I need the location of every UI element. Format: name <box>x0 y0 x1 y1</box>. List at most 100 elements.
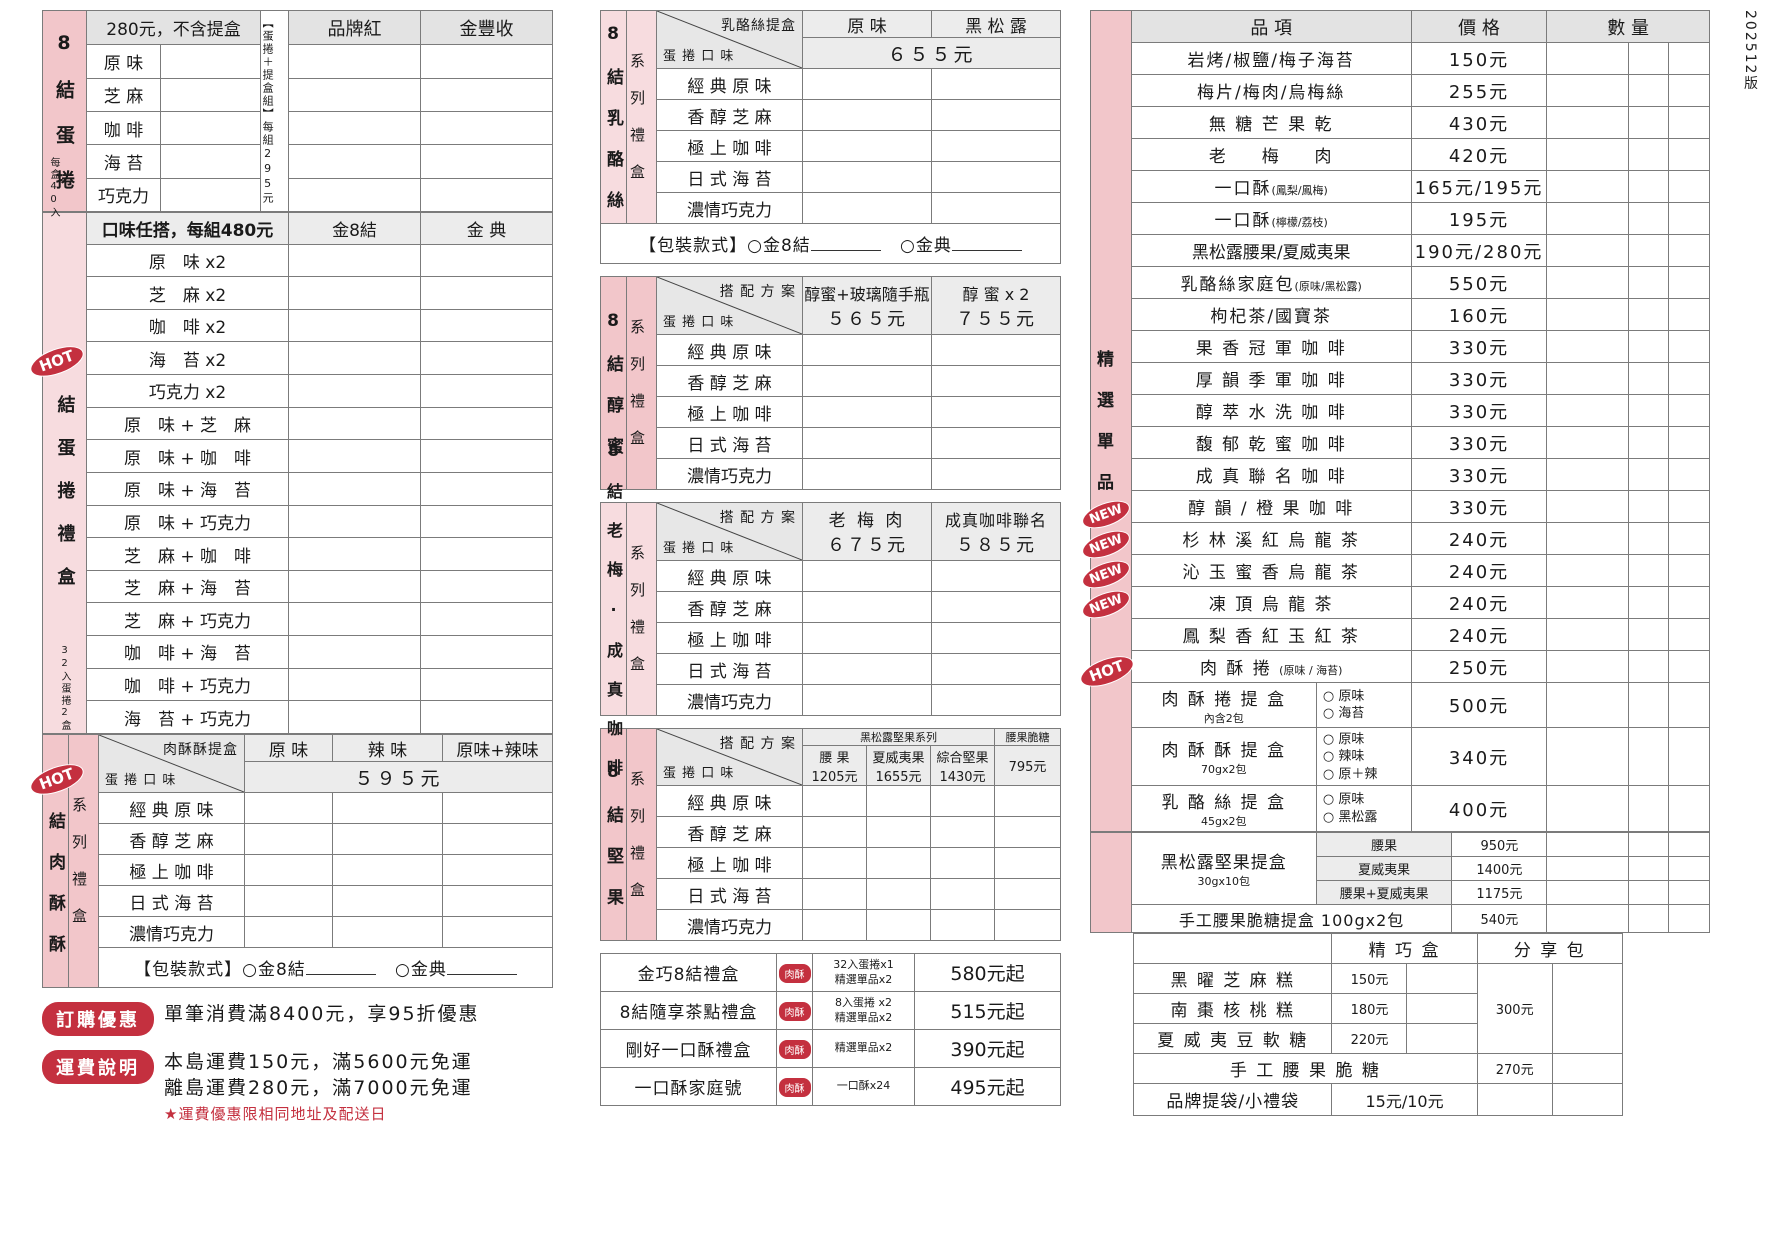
giftbox-qty-b[interactable] <box>420 341 553 376</box>
giftbox-qty-a[interactable] <box>288 700 421 734</box>
honey-qty-a[interactable] <box>802 458 932 490</box>
plum-qty-b[interactable] <box>931 560 1061 592</box>
giftbox-qty-b[interactable] <box>420 439 553 473</box>
nuts-qty-mixed[interactable] <box>930 909 995 941</box>
giftbox-qty-a[interactable] <box>288 471 421 506</box>
eggroll-qty-plain-4[interactable] <box>159 177 262 213</box>
pork-qty-spicy[interactable] <box>332 792 443 824</box>
item-qty2[interactable] <box>1627 618 1670 651</box>
nuts-qty-cashew[interactable] <box>802 878 867 910</box>
cheese-qty-plain[interactable] <box>802 161 932 193</box>
cheese-qty-plain[interactable] <box>802 130 932 162</box>
item-qty2[interactable] <box>1627 458 1670 491</box>
option-1[interactable]: ○ 辣味 <box>1322 749 1365 765</box>
item-qty[interactable] <box>1546 234 1629 267</box>
giftbox-qty-b[interactable] <box>420 276 553 310</box>
pork-package-line[interactable]: 【包裝款式】○金8結 ○金典 <box>98 947 553 988</box>
giftbox-qty-a[interactable] <box>288 537 421 571</box>
honey-qty-b[interactable] <box>931 458 1061 490</box>
item-qty3[interactable] <box>1668 458 1710 491</box>
item-qty[interactable] <box>1546 266 1629 299</box>
item-qty3[interactable] <box>1668 362 1710 395</box>
cake-big-qty-0[interactable] <box>1551 963 1623 1054</box>
giftbox-qty-a[interactable] <box>288 406 421 441</box>
item-qty[interactable] <box>1546 426 1629 459</box>
item-qty3[interactable] <box>1668 234 1710 267</box>
item-qty2[interactable] <box>1627 106 1670 139</box>
candy-qty-b[interactable] <box>1627 904 1670 933</box>
item-qty[interactable] <box>1546 42 1629 75</box>
nutbox-qty-2b[interactable] <box>1627 880 1670 905</box>
nutbox-qty-2[interactable] <box>1546 880 1629 905</box>
item-qty[interactable] <box>1546 74 1629 107</box>
option-2[interactable]: ○ 原＋辣 <box>1322 766 1378 782</box>
item-qty3[interactable] <box>1668 74 1710 107</box>
nutbox-qty-0c[interactable] <box>1668 832 1710 857</box>
giftbox-qty-b[interactable] <box>420 602 553 637</box>
nuts-qty-cashew[interactable] <box>802 816 867 848</box>
pork-qty-mixed[interactable] <box>442 823 553 855</box>
nuts-qty-macadamia[interactable] <box>866 816 931 848</box>
item-qty3[interactable] <box>1668 727 1710 787</box>
item-qty[interactable] <box>1546 202 1629 235</box>
giftbox-qty-b[interactable] <box>420 504 553 539</box>
item-qty[interactable] <box>1546 785 1629 832</box>
item-qty2[interactable] <box>1627 785 1670 832</box>
option-0[interactable]: ○ 原味 <box>1322 792 1365 808</box>
eggroll-qty-gold-1[interactable] <box>420 77 554 113</box>
item-qty2[interactable] <box>1627 202 1670 235</box>
eggroll-qty-plain-2[interactable] <box>159 111 262 146</box>
giftbox-qty-a[interactable] <box>288 635 421 669</box>
item-qty3[interactable] <box>1668 522 1710 555</box>
item-qty3[interactable] <box>1668 266 1710 299</box>
nuts-qty-brittle[interactable] <box>994 878 1061 910</box>
item-qty2[interactable] <box>1627 298 1670 331</box>
pork-qty-plain[interactable] <box>244 885 333 917</box>
pork-qty-spicy[interactable] <box>332 823 443 855</box>
giftbox-qty-a[interactable] <box>288 243 421 278</box>
item-qty3[interactable] <box>1668 298 1710 331</box>
honey-qty-b[interactable] <box>931 427 1061 459</box>
giftbox-qty-b[interactable] <box>420 308 553 343</box>
item-qty[interactable] <box>1546 554 1629 587</box>
nuts-qty-brittle[interactable] <box>994 816 1061 848</box>
plum-qty-a[interactable] <box>802 684 932 716</box>
option-0[interactable]: ○ 原味 <box>1322 688 1365 704</box>
giftbox-qty-b[interactable] <box>420 569 553 604</box>
item-options-21[interactable]: ○ 原味 ○ 辣味 ○ 原＋辣 <box>1315 727 1412 787</box>
nuts-qty-cashew[interactable] <box>802 909 867 941</box>
giftbox-qty-b[interactable] <box>420 471 553 506</box>
plum-qty-b[interactable] <box>931 622 1061 654</box>
cake-small-qty-2[interactable] <box>1406 1023 1478 1054</box>
plum-qty-a[interactable] <box>802 591 932 623</box>
pork-package-blank1[interactable] <box>305 974 376 975</box>
nuts-qty-cashew[interactable] <box>802 847 867 879</box>
option-1[interactable]: ○ 黑松露 <box>1322 809 1378 825</box>
item-qty[interactable] <box>1546 490 1629 523</box>
eggroll-qty-plain-3[interactable] <box>159 144 262 179</box>
cheese-package-blank2[interactable] <box>951 250 1022 251</box>
nutbox-qty-0[interactable] <box>1546 832 1629 857</box>
item-qty3[interactable] <box>1668 426 1710 459</box>
giftbox-qty-b[interactable] <box>420 667 553 702</box>
item-qty2[interactable] <box>1627 490 1670 523</box>
giftbox-qty-a[interactable] <box>288 374 421 408</box>
pork-qty-mixed[interactable] <box>442 792 553 824</box>
nuts-qty-macadamia[interactable] <box>866 909 931 941</box>
option-1[interactable]: ○ 海苔 <box>1322 706 1365 722</box>
nuts-qty-mixed[interactable] <box>930 816 995 848</box>
giftbox-qty-b[interactable] <box>420 537 553 571</box>
giftbox-qty-b[interactable] <box>420 700 553 734</box>
nuts-qty-cashew[interactable] <box>802 785 867 817</box>
nuts-qty-mixed[interactable] <box>930 878 995 910</box>
item-qty2[interactable] <box>1627 522 1670 555</box>
item-qty3[interactable] <box>1668 681 1710 729</box>
nutbox-qty-0b[interactable] <box>1627 832 1670 857</box>
honey-qty-a[interactable] <box>802 334 932 366</box>
candy-qty-c[interactable] <box>1668 904 1710 933</box>
pork-package-opt2[interactable]: ○金典 <box>395 960 447 980</box>
giftbox-qty-b[interactable] <box>420 374 553 408</box>
eggroll-qty-plain-1[interactable] <box>159 77 262 113</box>
item-qty3[interactable] <box>1668 106 1710 139</box>
item-qty2[interactable] <box>1627 234 1670 267</box>
